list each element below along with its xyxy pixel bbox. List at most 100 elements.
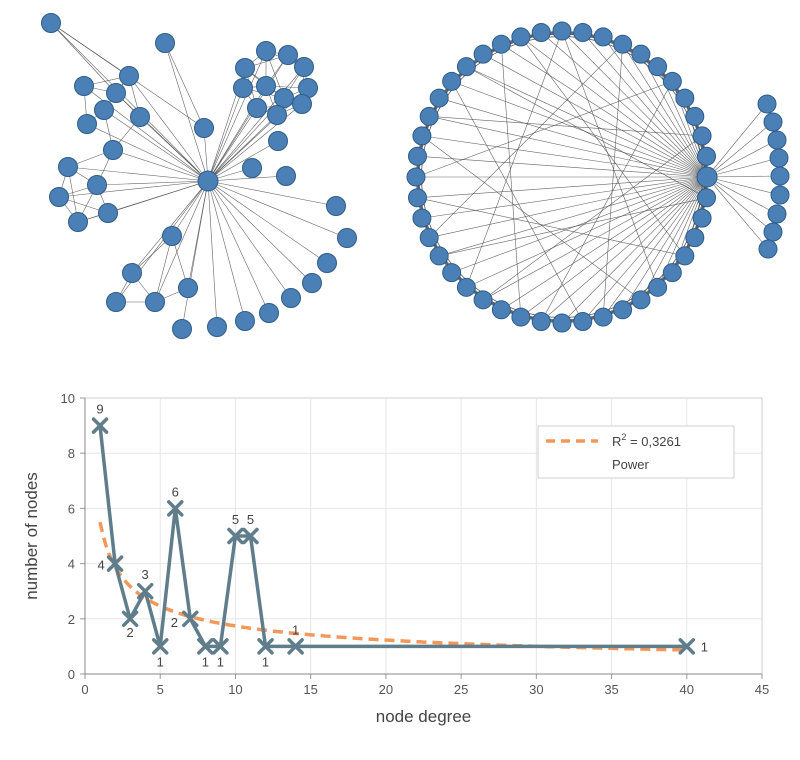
network-edge xyxy=(640,54,708,178)
network-edge xyxy=(86,123,209,182)
network-edge xyxy=(582,32,708,178)
network-node xyxy=(276,166,296,186)
data-label: 1 xyxy=(202,654,209,669)
network-left xyxy=(41,13,357,339)
data-point xyxy=(106,555,124,572)
network-node xyxy=(763,222,783,242)
data-point xyxy=(121,610,139,628)
network-node xyxy=(675,88,695,108)
network-edge xyxy=(466,176,708,288)
network-edge xyxy=(466,66,708,178)
network-edge xyxy=(482,135,703,301)
data-label: 6 xyxy=(172,484,179,499)
network-edge xyxy=(706,103,768,178)
network-node xyxy=(473,290,493,310)
network-edge xyxy=(541,176,708,322)
network-node xyxy=(256,76,276,96)
data-point xyxy=(257,638,274,655)
network-node xyxy=(267,105,287,125)
network-edge xyxy=(154,180,209,303)
x-tick-label: 5 xyxy=(157,682,164,697)
network-edge xyxy=(706,176,778,215)
network-node xyxy=(697,146,717,166)
data-point xyxy=(227,527,244,545)
x-tick-label: 0 xyxy=(81,682,88,697)
y-tick-label: 10 xyxy=(61,391,75,406)
network-edge xyxy=(417,197,685,257)
network-edge xyxy=(96,180,209,186)
network-node xyxy=(130,107,150,127)
network-edge xyxy=(602,36,708,178)
network-edge xyxy=(439,176,708,257)
y-tick-label: 2 xyxy=(68,612,75,627)
network-edge xyxy=(451,176,708,273)
network-edge xyxy=(139,116,209,182)
x-tick-label: 10 xyxy=(228,682,242,697)
network-node xyxy=(758,239,778,259)
x-tick-label: 25 xyxy=(454,682,468,697)
network-node xyxy=(74,76,94,96)
network-node xyxy=(247,98,267,118)
network-edge xyxy=(540,81,673,322)
network-edge xyxy=(451,81,708,178)
network-node xyxy=(412,126,432,146)
network-edge xyxy=(207,107,258,182)
data-point xyxy=(182,610,199,628)
network-node xyxy=(697,188,717,208)
data-label: 1 xyxy=(262,654,269,669)
network-node xyxy=(68,212,88,232)
network-edge xyxy=(520,176,708,318)
network-edge xyxy=(622,44,708,178)
network-node xyxy=(119,66,139,86)
network-node xyxy=(207,317,227,337)
network-edge xyxy=(561,176,708,324)
network-edge xyxy=(421,135,708,178)
network-edge xyxy=(164,42,209,182)
network-node xyxy=(106,83,126,103)
network-edge xyxy=(67,166,209,182)
network-node xyxy=(235,58,255,78)
network-node xyxy=(178,278,198,298)
network-node xyxy=(531,312,551,332)
network-edge xyxy=(501,43,708,178)
network-node xyxy=(593,307,613,327)
network-node xyxy=(511,307,531,327)
network-node xyxy=(235,311,255,331)
x-tick-label: 35 xyxy=(604,682,618,697)
network-edge xyxy=(482,53,708,178)
network-edge xyxy=(207,66,305,182)
network-node xyxy=(106,292,126,312)
data-point xyxy=(151,638,169,655)
network-node xyxy=(662,71,682,91)
network-edge xyxy=(439,97,708,178)
network-edge xyxy=(582,176,708,322)
network-node xyxy=(256,41,276,61)
legend-r2-label: R2 = 0,3261 xyxy=(612,432,681,449)
network-edge xyxy=(128,75,209,182)
network-node xyxy=(162,226,182,246)
network-node xyxy=(103,140,123,160)
network-edge xyxy=(561,30,658,288)
network-node xyxy=(122,263,142,283)
data-point xyxy=(242,527,259,545)
network-node xyxy=(419,106,439,126)
network-edge xyxy=(439,197,707,257)
network-hub-node xyxy=(197,170,219,192)
network-edge xyxy=(706,176,774,233)
network-node xyxy=(456,277,476,297)
network-node xyxy=(685,228,705,248)
data-point xyxy=(212,638,229,655)
network-edge xyxy=(482,176,708,301)
network-node xyxy=(763,112,783,132)
network-edge xyxy=(429,116,703,137)
network-node xyxy=(49,187,69,207)
network-node xyxy=(767,204,787,224)
data-label: 5 xyxy=(232,512,239,527)
network-node xyxy=(491,300,511,320)
network-node xyxy=(274,88,294,108)
network-node xyxy=(233,78,253,98)
x-tick-label: 20 xyxy=(379,682,393,697)
network-edge xyxy=(706,139,778,178)
network-edge xyxy=(706,175,781,178)
